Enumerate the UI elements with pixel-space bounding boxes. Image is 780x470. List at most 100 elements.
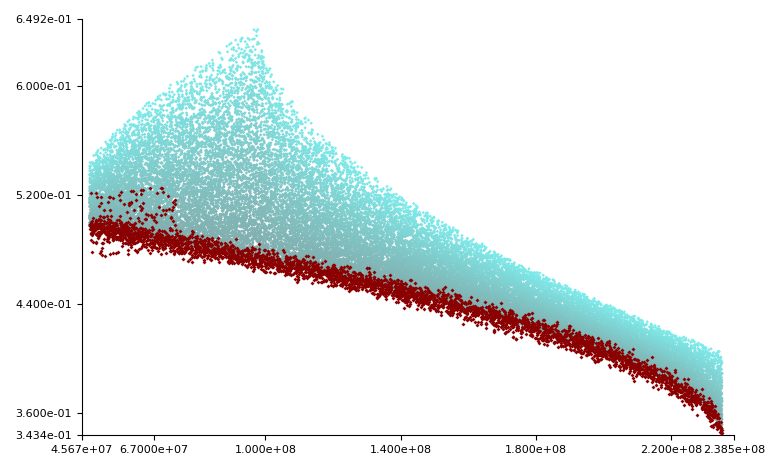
Point [424, 280, 436, 287]
Point [411, 254, 424, 262]
Point [682, 377, 694, 385]
Point [179, 177, 192, 184]
Point [646, 361, 658, 369]
Point [600, 304, 612, 312]
Point [346, 268, 359, 276]
Point [439, 296, 452, 304]
Point [101, 212, 113, 220]
Point [351, 269, 363, 277]
Point [314, 180, 327, 188]
Point [88, 201, 101, 208]
Point [213, 182, 225, 189]
Point [212, 115, 225, 122]
Point [625, 360, 637, 367]
Point [351, 207, 363, 214]
Point [332, 269, 344, 276]
Point [251, 92, 264, 99]
Point [165, 171, 178, 178]
Point [487, 258, 499, 266]
Point [373, 271, 385, 279]
Point [477, 270, 489, 278]
Point [672, 373, 684, 381]
Point [365, 237, 378, 245]
Point [462, 288, 474, 295]
Point [586, 329, 598, 336]
Point [276, 255, 289, 263]
Point [186, 103, 199, 111]
Point [399, 282, 411, 289]
Point [509, 290, 522, 297]
Point [628, 348, 640, 356]
Point [519, 314, 531, 321]
Point [234, 232, 246, 239]
Point [488, 316, 500, 323]
Point [663, 361, 675, 369]
Point [371, 212, 384, 220]
Point [385, 284, 398, 292]
Point [532, 308, 544, 315]
Point [184, 139, 197, 146]
Point [673, 379, 686, 387]
Point [149, 229, 161, 236]
Point [169, 209, 182, 217]
Point [532, 314, 544, 322]
Point [640, 336, 652, 343]
Point [536, 305, 548, 312]
Point [589, 342, 601, 349]
Point [541, 321, 553, 328]
Point [673, 340, 686, 347]
Point [340, 217, 353, 224]
Point [190, 113, 203, 121]
Point [480, 306, 493, 314]
Point [235, 243, 247, 250]
Point [303, 266, 315, 274]
Point [317, 168, 329, 175]
Point [122, 159, 134, 167]
Point [473, 244, 485, 252]
Point [583, 309, 595, 316]
Point [428, 250, 441, 258]
Point [413, 265, 425, 272]
Point [562, 340, 575, 347]
Point [571, 335, 583, 343]
Point [364, 279, 377, 286]
Point [105, 198, 117, 205]
Point [428, 291, 441, 299]
Point [445, 282, 457, 290]
Point [137, 233, 150, 241]
Point [487, 307, 499, 315]
Point [625, 339, 637, 347]
Point [342, 223, 355, 231]
Point [489, 256, 502, 264]
Point [127, 163, 140, 171]
Point [443, 279, 456, 287]
Point [626, 356, 639, 364]
Point [502, 301, 515, 309]
Point [507, 275, 519, 283]
Point [597, 326, 610, 333]
Point [630, 365, 643, 373]
Point [530, 272, 543, 279]
Point [256, 253, 268, 260]
Point [295, 259, 307, 267]
Point [533, 281, 545, 289]
Point [659, 376, 672, 383]
Point [436, 296, 448, 304]
Point [622, 354, 634, 361]
Point [286, 249, 299, 256]
Point [161, 136, 173, 144]
Point [459, 304, 472, 312]
Point [452, 258, 465, 266]
Point [446, 287, 459, 295]
Point [112, 204, 124, 211]
Point [447, 282, 459, 289]
Point [629, 319, 641, 327]
Point [588, 342, 601, 350]
Point [440, 268, 452, 276]
Point [98, 191, 111, 199]
Point [390, 252, 402, 259]
Point [460, 306, 473, 313]
Point [505, 315, 518, 323]
Point [448, 299, 460, 307]
Point [329, 260, 342, 267]
